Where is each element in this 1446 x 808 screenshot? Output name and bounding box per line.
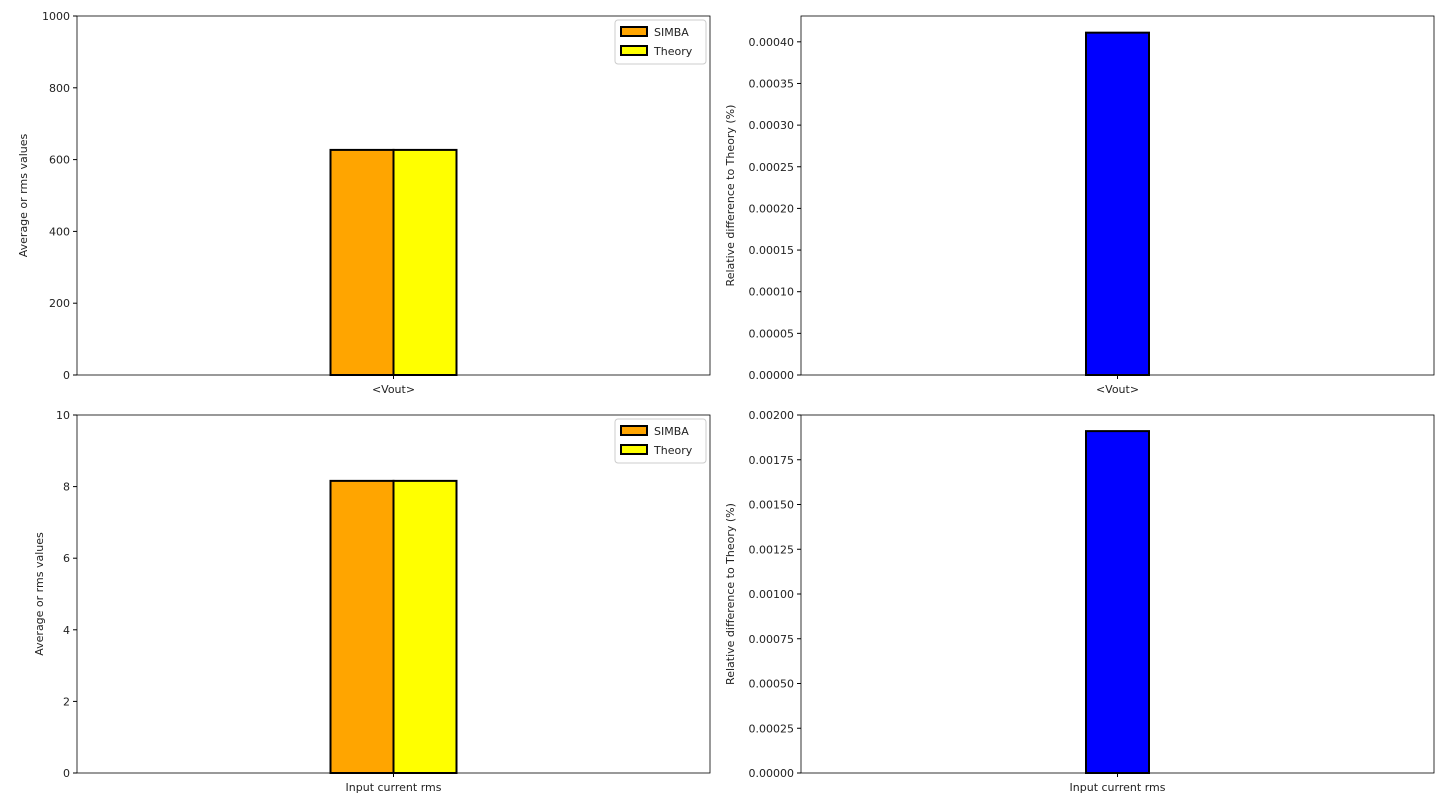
legend-swatch-simba — [620, 425, 648, 436]
y-axis-label: Average or rms values — [17, 134, 30, 258]
y-tick-label: 0.00175 — [749, 454, 795, 467]
y-tick-label: 0.00005 — [749, 327, 795, 340]
y-tick-label: 0.00035 — [749, 77, 795, 90]
y-tick-label: 0.00025 — [749, 161, 795, 174]
bar-theory — [392, 148, 458, 376]
y-tick-label: 0.00040 — [749, 36, 795, 49]
y-tick-label: 0.00020 — [749, 202, 795, 215]
y-tick-label: 1000 — [42, 10, 70, 23]
legend-swatch-theory — [620, 444, 648, 455]
chart-0: 0 200 400 600 800 1000 <Vout> Average or rms va… — [17, 10, 711, 396]
legend-swatch-theory — [620, 45, 648, 56]
y-tick-label: 2 — [63, 695, 70, 708]
legend-label-simba: SIMBA — [654, 26, 689, 39]
y-tick-label: 6 — [63, 552, 70, 565]
y-tick-label: 800 — [49, 82, 70, 95]
y-tick-label: 0.00125 — [749, 543, 795, 556]
legend-label-theory: Theory — [653, 444, 693, 457]
y-axis-label: Average or rms values — [33, 532, 46, 656]
y-tick-label: 0.00200 — [749, 409, 795, 422]
y-tick-label: 0.00010 — [749, 286, 795, 299]
y-tick-label: 0 — [63, 369, 70, 382]
y-tick-label: 0.00000 — [749, 369, 795, 382]
x-tick-label: Input current rms — [1070, 781, 1166, 794]
legend: SIMBA Theory — [614, 418, 707, 464]
chart-2: 0 2 4 6 8 10 Input current rms Average or rms v… — [33, 409, 711, 794]
y-tick-label: 8 — [63, 481, 70, 494]
bar-simba — [329, 148, 395, 376]
y-tick-label: 4 — [63, 624, 70, 637]
bar-difference — [1085, 430, 1150, 774]
bar-simba — [329, 479, 395, 774]
y-axis-label: Relative difference to Theory (%) — [724, 105, 737, 287]
bar-difference — [1085, 31, 1150, 376]
y-tick-label: 0.00025 — [749, 722, 795, 735]
chart-1: 0.00000 0.00005 0.00010 0.00015 0.00020 0.000… — [724, 15, 1435, 396]
y-tick-label: 10 — [56, 409, 70, 422]
y-tick-label: 200 — [49, 297, 70, 310]
y-tick-label: 0.00015 — [749, 244, 795, 257]
x-tick-label: Input current rms — [346, 781, 442, 794]
chart-3: 0.00000 0.00025 0.00050 0.00075 0.00100 0.001… — [724, 409, 1435, 794]
y-tick-label: 0.00030 — [749, 119, 795, 132]
y-tick-label: 0.00100 — [749, 588, 795, 601]
y-tick-label: 0 — [63, 767, 70, 780]
x-tick-label: <Vout> — [372, 383, 415, 396]
x-tick-label: <Vout> — [1096, 383, 1139, 396]
legend-swatch-simba — [620, 26, 648, 37]
legend: SIMBA Theory — [614, 19, 707, 65]
y-tick-label: 400 — [49, 225, 70, 238]
legend-label-simba: SIMBA — [654, 425, 689, 438]
y-tick-label: 0.00000 — [749, 767, 795, 780]
y-tick-label: 0.00150 — [749, 499, 795, 512]
y-tick-label: 600 — [49, 154, 70, 167]
y-tick-label: 0.00075 — [749, 633, 795, 646]
legend-label-theory: Theory — [653, 45, 693, 58]
y-axis-label: Relative difference to Theory (%) — [724, 503, 737, 685]
bar-theory — [392, 479, 458, 774]
y-tick-label: 0.00050 — [749, 678, 795, 691]
